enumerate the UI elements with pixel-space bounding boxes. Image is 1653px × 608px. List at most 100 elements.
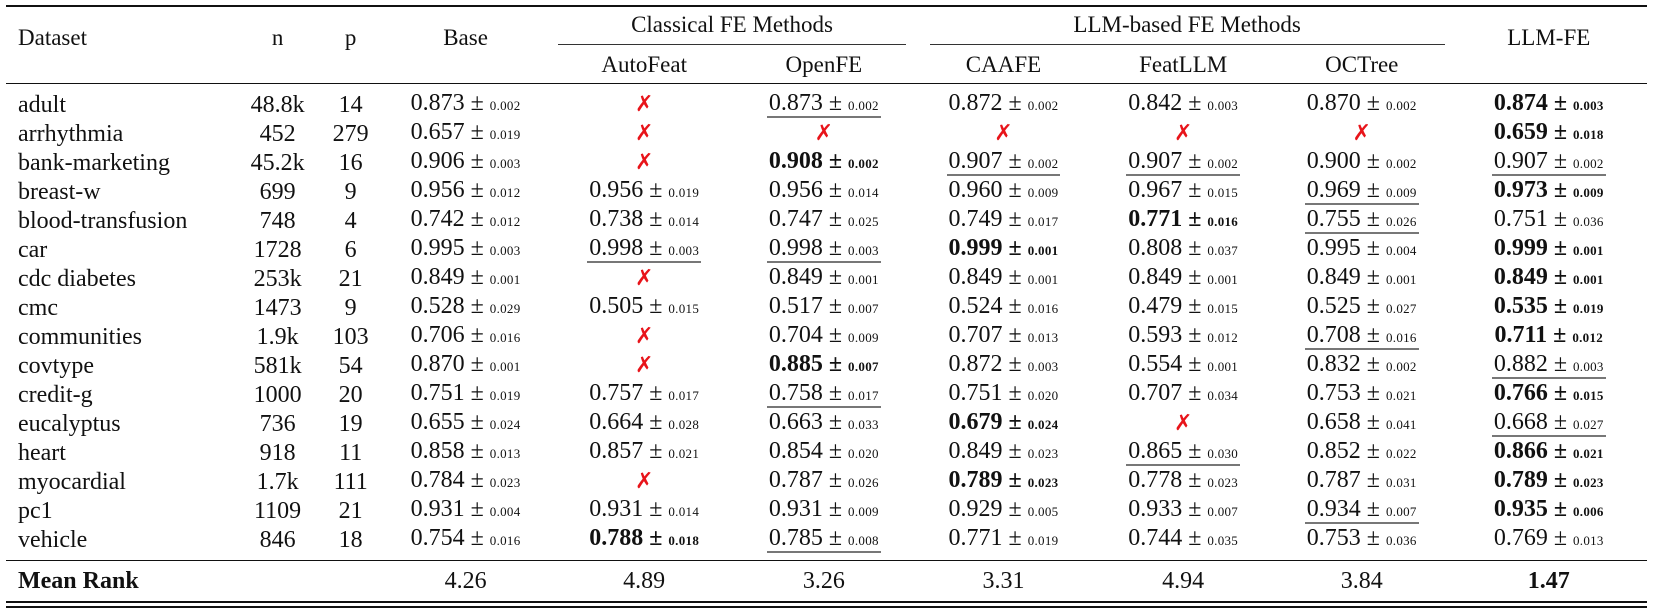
mean-value: 0.704 (768, 322, 823, 348)
mean-value: 0.956 (589, 177, 644, 203)
std-value: 0.031 (1385, 475, 1417, 490)
cell-base: 0.870 ± 0.001 (377, 351, 555, 380)
std-value: 0.004 (489, 504, 521, 519)
cell-caafe: 0.929 ± 0.005 (914, 496, 1094, 525)
cell-featllm: 0.808 ± 0.037 (1093, 235, 1273, 264)
mean-value: 0.999 (948, 235, 1003, 261)
mean-value: 0.753 (1306, 525, 1361, 551)
std-value: 0.016 (1027, 301, 1059, 316)
mean-value: 0.857 (589, 438, 644, 464)
mean-value: 0.535 (1493, 293, 1548, 319)
dataset-name: breast-w (18, 178, 101, 205)
cell-llmfe: 0.789 ± 0.023 (1451, 467, 1647, 496)
cell-base: 0.706 ± 0.016 (377, 322, 555, 351)
mean-value: 0.787 (1306, 467, 1361, 493)
n-value: 452 (259, 120, 296, 147)
header-n: n (271, 25, 284, 50)
std-value: 0.008 (848, 533, 879, 548)
mean-rank-label: Mean Rank (18, 567, 139, 594)
mean-value: 0.742 (410, 206, 465, 232)
cell-autofeat: 0.738 ± 0.014 (554, 206, 734, 235)
std-value: 0.003 (1027, 359, 1059, 374)
dataset-name: myocardial (18, 468, 126, 495)
mean-value: 0.707 (1128, 380, 1183, 406)
std-value: 0.027 (1572, 417, 1604, 432)
std-value: 0.019 (489, 388, 521, 403)
score: 0.778 ± 0.023 (1128, 467, 1239, 493)
cell-caafe: 0.872 ± 0.003 (914, 351, 1094, 380)
cell-octree: 0.900 ± 0.002 (1273, 148, 1451, 177)
best-score: 0.771 ± 0.016 (1128, 206, 1239, 232)
cell-caafe: 0.907 ± 0.002 (914, 148, 1094, 177)
score: 0.849 ± 0.001 (1128, 264, 1239, 290)
table-row: blood-transfusion 748 4 0.742 ± 0.012 0.738 … (6, 206, 1647, 235)
score: 0.842 ± 0.003 (1128, 90, 1239, 116)
cell-llmfe: 0.711 ± 0.012 (1451, 322, 1647, 351)
cell-featllm: 0.707 ± 0.034 (1093, 380, 1273, 409)
std-value: 0.036 (1385, 533, 1417, 548)
mean-value: 0.479 (1128, 293, 1183, 319)
mean-value: 0.852 (1306, 438, 1361, 464)
mean-value: 0.659 (1493, 119, 1548, 145)
std-value: 0.002 (1207, 156, 1239, 171)
cell-autofeat: ✗ (554, 467, 734, 496)
score: 0.663 ± 0.033 (768, 409, 879, 435)
table-row: bank-marketing 45.2k 16 0.906 ± 0.003 ✗ 0.908… (6, 148, 1647, 177)
std-value: 0.022 (1385, 446, 1417, 461)
cell-llmfe: 0.659 ± 0.018 (1451, 119, 1647, 148)
p-value: 20 (338, 381, 363, 408)
mean-value: 0.528 (410, 293, 465, 319)
std-value: 0.001 (848, 272, 879, 287)
score: 0.956 ± 0.014 (768, 177, 879, 203)
mean-value: 0.849 (948, 264, 1003, 290)
score: 0.707 ± 0.034 (1128, 380, 1239, 406)
std-value: 0.015 (1572, 388, 1604, 403)
cell-openfe: 0.854 ± 0.020 (734, 438, 914, 467)
cell-autofeat: ✗ (554, 84, 734, 120)
mean-value: 0.908 (768, 148, 823, 174)
mean-value: 0.751 (1493, 206, 1548, 232)
p-value: 9 (344, 294, 357, 321)
cell-autofeat: 0.664 ± 0.028 (554, 409, 734, 438)
mean-value: 0.998 (768, 235, 823, 261)
std-value: 0.026 (1385, 214, 1417, 229)
std-value: 0.003 (848, 243, 879, 258)
cell-openfe: 0.758 ± 0.017 (734, 380, 914, 409)
cell-llmfe: 0.535 ± 0.019 (1451, 293, 1647, 322)
cell-base: 0.956 ± 0.012 (377, 177, 555, 206)
header-caafe: CAAFE (965, 52, 1042, 77)
mean-value: 0.525 (1306, 293, 1361, 319)
cell-caafe: 0.679 ± 0.024 (914, 409, 1094, 438)
cell-octree: 0.969 ± 0.009 (1273, 177, 1451, 206)
std-value: 0.003 (668, 243, 700, 258)
mean-value: 0.933 (1128, 496, 1183, 522)
cell-llmfe: 0.849 ± 0.001 (1451, 264, 1647, 293)
score: 0.517 ± 0.007 (768, 293, 879, 319)
std-value: 0.013 (489, 446, 521, 461)
std-value: 0.003 (489, 156, 521, 171)
table-row: communities 1.9k 103 0.706 ± 0.016 ✗ 0.704 ± … (6, 322, 1647, 351)
cell-autofeat: ✗ (554, 119, 734, 148)
score: 0.749 ± 0.017 (948, 206, 1059, 232)
score: 0.852 ± 0.022 (1306, 438, 1417, 464)
cell-caafe: 0.771 ± 0.019 (914, 525, 1094, 561)
mean-value: 0.934 (1306, 496, 1361, 522)
std-value: 0.001 (489, 359, 521, 374)
p-value: 54 (338, 352, 363, 379)
header-p: p (344, 25, 357, 50)
cell-autofeat: 0.956 ± 0.019 (554, 177, 734, 206)
cell-featllm: 0.778 ± 0.023 (1093, 467, 1273, 496)
score: 0.528 ± 0.029 (410, 293, 521, 319)
dataset-name: credit-g (18, 381, 93, 408)
score: 0.769 ± 0.013 (1493, 525, 1604, 551)
mean-value: 0.849 (768, 264, 823, 290)
table-row: pc1 1109 21 0.931 ± 0.004 0.931 ± 0.014 0.931… (6, 496, 1647, 525)
best-score: 0.999 ± 0.001 (948, 235, 1059, 261)
cell-octree: 0.934 ± 0.007 (1273, 496, 1451, 525)
score: 0.931 ± 0.014 (589, 496, 700, 522)
score: 0.873 ± 0.002 (410, 90, 521, 116)
std-value: 0.001 (1027, 243, 1059, 258)
cell-openfe: 0.747 ± 0.025 (734, 206, 914, 235)
n-value: 736 (259, 410, 296, 437)
score: 0.479 ± 0.015 (1128, 293, 1239, 319)
